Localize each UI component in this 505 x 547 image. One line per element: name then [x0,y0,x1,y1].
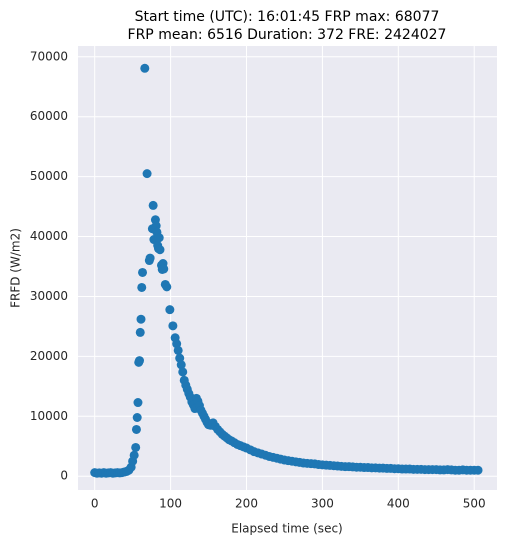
x-tick-label: 100 [159,497,182,511]
y-tick-label: 30000 [30,289,68,303]
point [140,63,150,73]
point [135,327,145,337]
point [131,442,141,452]
point [148,200,158,210]
y-tick-label: 70000 [30,49,68,63]
x-tick-label: 200 [235,497,258,511]
point [132,412,142,422]
y-tick-label: 40000 [30,229,68,243]
y-tick-label: 60000 [30,109,68,123]
y-tick-label: 20000 [30,349,68,363]
point [138,267,148,277]
plot-area [78,46,497,490]
point [159,264,169,274]
x-tick-label: 500 [463,497,486,511]
y-tick-label: 50000 [30,169,68,183]
point [168,321,178,331]
point [165,305,175,315]
point [473,465,483,475]
x-tick-label: 300 [311,497,334,511]
x-tick-label: 400 [387,497,410,511]
point [178,367,188,377]
point [154,233,164,243]
point [145,253,155,263]
y-axis-label: FRFD (W/m2) [9,228,23,308]
point [162,282,172,292]
point [136,314,146,324]
point [134,356,144,366]
point [142,169,152,179]
point [131,424,141,434]
x-tick-label: 0 [91,497,99,511]
point [173,345,183,355]
y-tick-label: 0 [60,469,68,483]
point [155,245,165,255]
point [151,221,161,231]
y-tick-label: 10000 [30,409,68,423]
point [133,398,143,408]
point [129,450,139,460]
point [137,282,147,292]
point [176,360,186,370]
chart-title: Start time (UTC): 16:01:45 FRP max: 6807… [135,9,440,25]
chart-title: FRP mean: 6516 Duration: 372 FRE: 242402… [128,27,447,43]
x-axis-label: Elapsed time (sec) [231,522,342,536]
